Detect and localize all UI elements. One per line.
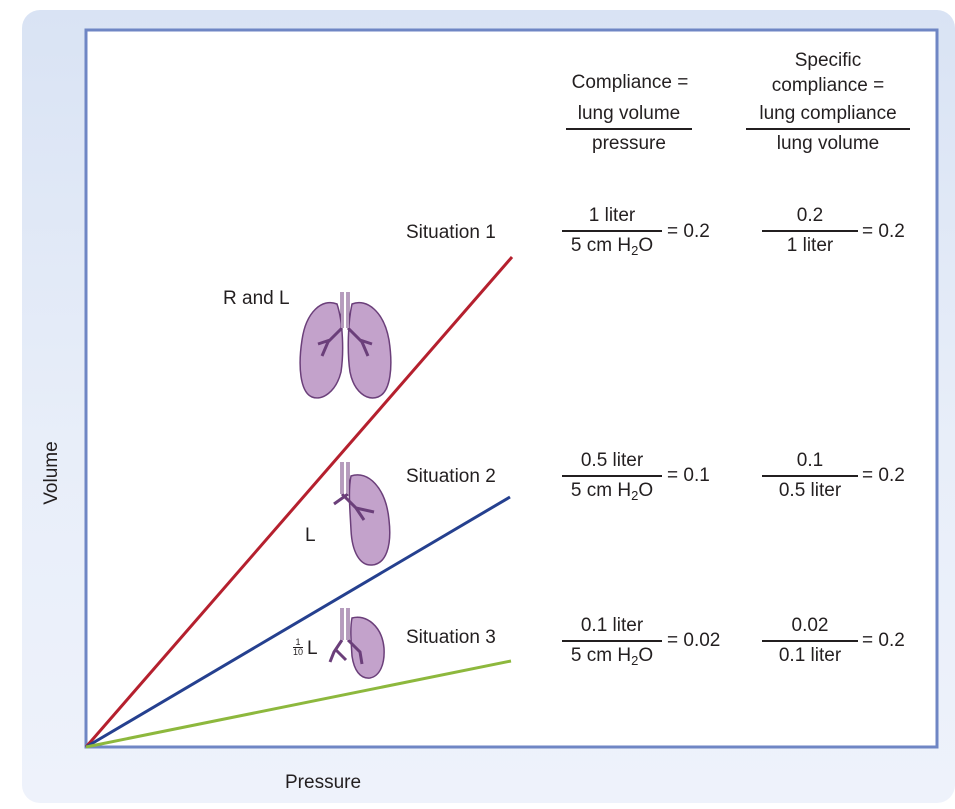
- situation-2-spec-denominator: 0.5 liter: [778, 480, 842, 501]
- situation-2-label: Situation 2: [406, 466, 496, 487]
- situation-1-label: Situation 1: [406, 222, 496, 243]
- situation-1-compliance-fraction: 1 liter 5 cm H2O: [562, 204, 662, 258]
- specific-formula-denominator: lung volume: [776, 133, 880, 154]
- situation-3-line: [85, 659, 512, 749]
- situation-2-spec-numerator: 0.1: [762, 449, 858, 477]
- both-lungs-icon: [299, 292, 392, 399]
- situation-3-spec-numerator: 0.02: [762, 614, 858, 642]
- compliance-formula-denominator: pressure: [592, 133, 666, 154]
- compliance-formula-numerator: lung volume: [566, 102, 692, 130]
- x-axis-label: Pressure: [285, 772, 362, 793]
- situation-1-volume: 1 liter: [562, 204, 662, 232]
- plot-frame: [84, 28, 939, 749]
- situation-2-specific-value: = 0.2: [862, 465, 905, 486]
- situation-3-label: Situation 3: [406, 627, 496, 648]
- situation-1-compliance-value: = 0.2: [667, 221, 710, 242]
- specific-formula: lung compliance lung volume: [746, 102, 910, 156]
- tenth-fraction: 1 10: [293, 638, 303, 657]
- situation-1-specific-value: = 0.2: [862, 221, 905, 242]
- situation-3-spec-denominator: 0.1 liter: [778, 645, 842, 666]
- situation-1-pressure: 5 cm H2O: [570, 235, 654, 258]
- y-axis-label: Volume: [41, 441, 62, 505]
- situation-1-line: [84, 256, 514, 748]
- tenth-lung-icon: [328, 608, 385, 679]
- situation-2-line: [85, 495, 511, 749]
- situation-3-volume: 0.1 liter: [562, 614, 662, 642]
- left-lung-label: L: [305, 525, 316, 546]
- situation-2-volume: 0.5 liter: [562, 449, 662, 477]
- situation-3-specific-fraction: 0.02 0.1 liter: [762, 614, 858, 668]
- situation-2-compliance-value: = 0.1: [667, 465, 710, 486]
- tenth-lung-label: L: [307, 638, 318, 659]
- tenth-denominator: 10: [293, 647, 304, 657]
- situation-2-compliance-fraction: 0.5 liter 5 cm H2O: [562, 449, 662, 503]
- specific-heading-line1: Specific: [794, 50, 862, 71]
- both-lungs-label: R and L: [223, 288, 290, 309]
- compliance-formula: lung volume pressure: [566, 102, 692, 156]
- situation-2-specific-fraction: 0.1 0.5 liter: [762, 449, 858, 503]
- situation-1-spec-denominator: 1 liter: [786, 235, 834, 256]
- situation-1-spec-numerator: 0.2: [762, 204, 858, 232]
- situation-3-specific-value: = 0.2: [862, 630, 905, 651]
- situation-3-compliance-value: = 0.02: [667, 630, 721, 651]
- situation-2-pressure: 5 cm H2O: [570, 480, 654, 503]
- specific-heading-line2: compliance =: [771, 75, 885, 96]
- compliance-heading: Compliance =: [571, 72, 689, 93]
- left-lung-icon: [333, 462, 391, 566]
- situation-1-specific-fraction: 0.2 1 liter: [762, 204, 858, 258]
- specific-formula-numerator: lung compliance: [746, 102, 910, 130]
- tenth-numerator: 1: [293, 638, 303, 648]
- situation-3-pressure: 5 cm H2O: [570, 645, 654, 668]
- situation-3-compliance-fraction: 0.1 liter 5 cm H2O: [562, 614, 662, 668]
